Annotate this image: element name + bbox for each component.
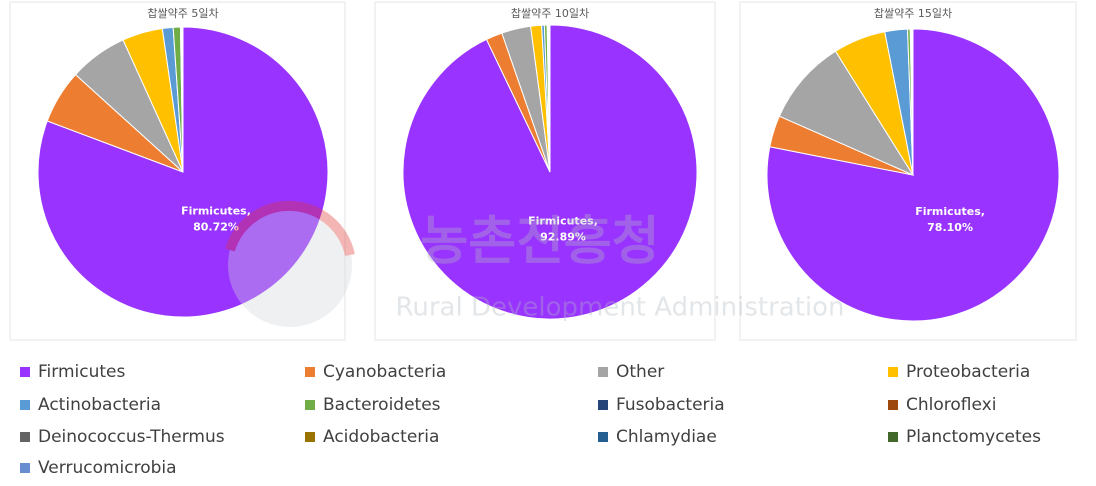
legend-label: Planctomycetes bbox=[906, 427, 1041, 447]
legend-label: Fusobacteria bbox=[616, 395, 725, 415]
legend-label: Other bbox=[616, 362, 664, 382]
watermark-english: Rural Development Administration bbox=[395, 293, 844, 323]
legend-marker bbox=[20, 432, 30, 442]
legend: Firmicutes Cyanobacteria Other Proteobacter… bbox=[20, 362, 1041, 478]
data-label-line: 80.72% bbox=[193, 221, 239, 234]
legend-marker bbox=[20, 400, 30, 410]
chart-title: 찹쌀약주 5일차 bbox=[147, 6, 218, 20]
data-label-line: Firmicutes, bbox=[915, 205, 985, 218]
legend-marker bbox=[598, 367, 608, 377]
legend-marker bbox=[305, 367, 315, 377]
legend-label: Chloroflexi bbox=[906, 395, 996, 415]
legend-marker bbox=[20, 463, 30, 473]
data-label-line: 78.10% bbox=[927, 221, 973, 234]
legend-label: Chlamydiae bbox=[616, 427, 717, 447]
legend-marker bbox=[305, 432, 315, 442]
legend-marker bbox=[598, 400, 608, 410]
legend-label: Firmicutes bbox=[38, 362, 125, 382]
watermark: 농촌진흥청 Rural Development Administration bbox=[228, 203, 845, 327]
legend-label: Actinobacteria bbox=[38, 395, 161, 415]
legend-marker bbox=[598, 432, 608, 442]
watermark-korean: 농촌진흥청 bbox=[420, 212, 659, 272]
legend-label: Proteobacteria bbox=[906, 362, 1030, 382]
legend-marker bbox=[888, 432, 898, 442]
legend-label: Cyanobacteria bbox=[323, 362, 446, 382]
legend-label: Deinococcus-Thermus bbox=[38, 427, 225, 447]
legend-label: Acidobacteria bbox=[323, 427, 439, 447]
legend-marker bbox=[888, 400, 898, 410]
data-label-line: Firmicutes, bbox=[181, 205, 251, 218]
legend-marker bbox=[305, 400, 315, 410]
charts: 찹쌀약주 5일차 Firmicutes, 80.72% 찹쌀약주 10일차 Firmic… bbox=[38, 6, 1059, 321]
legend-marker bbox=[20, 367, 30, 377]
chart-title: 찹쌀약주 10일차 bbox=[511, 6, 589, 20]
legend-marker bbox=[888, 367, 898, 377]
legend-label: Verrucomicrobia bbox=[38, 458, 177, 478]
chart-title: 찹쌀약주 15일차 bbox=[874, 6, 952, 20]
legend-label: Bacteroidetes bbox=[323, 395, 441, 415]
